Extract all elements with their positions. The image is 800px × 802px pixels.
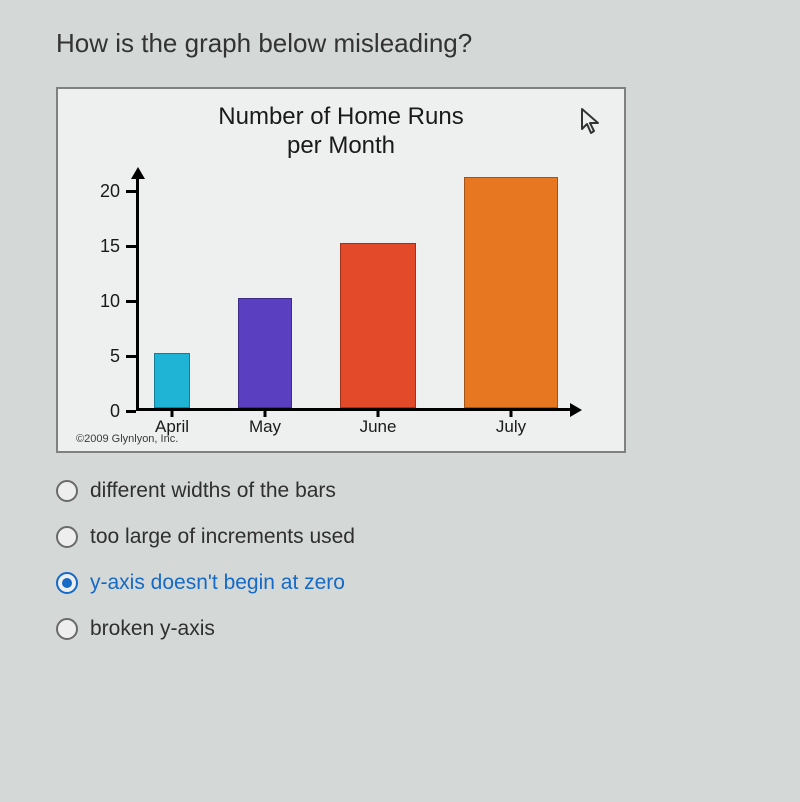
y-tick-mark xyxy=(126,355,136,358)
y-tick-label: 0 xyxy=(110,401,120,422)
radio-opt-broken[interactable] xyxy=(56,618,78,640)
chart-title: Number of Home Runs per Month xyxy=(76,103,606,161)
x-label-july: July xyxy=(496,417,526,437)
radio-dot xyxy=(62,578,72,588)
radio-opt-increments[interactable] xyxy=(56,526,78,548)
y-tick-mark xyxy=(126,300,136,303)
option-label: y-axis doesn't begin at zero xyxy=(90,571,345,595)
y-tick-20: 20 xyxy=(76,181,136,202)
opt-widths[interactable]: different widths of the bars xyxy=(56,479,752,503)
y-tick-mark xyxy=(126,245,136,248)
y-tick-mark xyxy=(126,190,136,193)
x-label-may: May xyxy=(249,417,281,437)
opt-increments[interactable]: too large of increments used xyxy=(56,525,752,549)
answer-options: different widths of the bars too large of… xyxy=(56,479,752,641)
bar-may xyxy=(238,298,292,408)
y-tick-label: 15 xyxy=(100,236,120,257)
x-tick-mark xyxy=(510,408,513,417)
x-axis-arrow xyxy=(570,403,582,417)
y-tick-10: 10 xyxy=(76,291,136,312)
chart-title-line1: Number of Home Runs xyxy=(218,103,463,130)
bar-july xyxy=(464,177,558,408)
option-label: different widths of the bars xyxy=(90,479,336,503)
y-tick-5: 5 xyxy=(76,346,136,367)
chart-title-line2: per Month xyxy=(287,132,395,159)
y-axis xyxy=(136,171,139,411)
y-tick-mark xyxy=(126,410,136,413)
y-tick-0: 0 xyxy=(76,401,136,422)
chart-frame: Number of Home Runs per Month 0 5 10 15 20 Ap… xyxy=(56,87,626,453)
cursor-icon xyxy=(580,107,602,135)
question-text: How is the graph below misleading? xyxy=(56,28,752,59)
x-label-april: April xyxy=(155,417,189,437)
x-tick-mark xyxy=(264,408,267,417)
x-label-june: June xyxy=(360,417,397,437)
radio-opt-widths[interactable] xyxy=(56,480,78,502)
radio-opt-yzero[interactable] xyxy=(56,572,78,594)
opt-broken[interactable]: broken y-axis xyxy=(56,617,752,641)
y-tick-label: 20 xyxy=(100,181,120,202)
option-label: too large of increments used xyxy=(90,525,355,549)
y-tick-label: 5 xyxy=(110,346,120,367)
x-tick-mark xyxy=(171,408,174,417)
bar-april xyxy=(154,353,190,408)
y-tick-15: 15 xyxy=(76,236,136,257)
opt-yzero[interactable]: y-axis doesn't begin at zero xyxy=(56,571,752,595)
chart-plot: 05101520AprilMayJuneJuly xyxy=(76,171,586,431)
x-tick-mark xyxy=(377,408,380,417)
bar-june xyxy=(340,243,416,408)
y-tick-label: 10 xyxy=(100,291,120,312)
option-label: broken y-axis xyxy=(90,617,215,641)
